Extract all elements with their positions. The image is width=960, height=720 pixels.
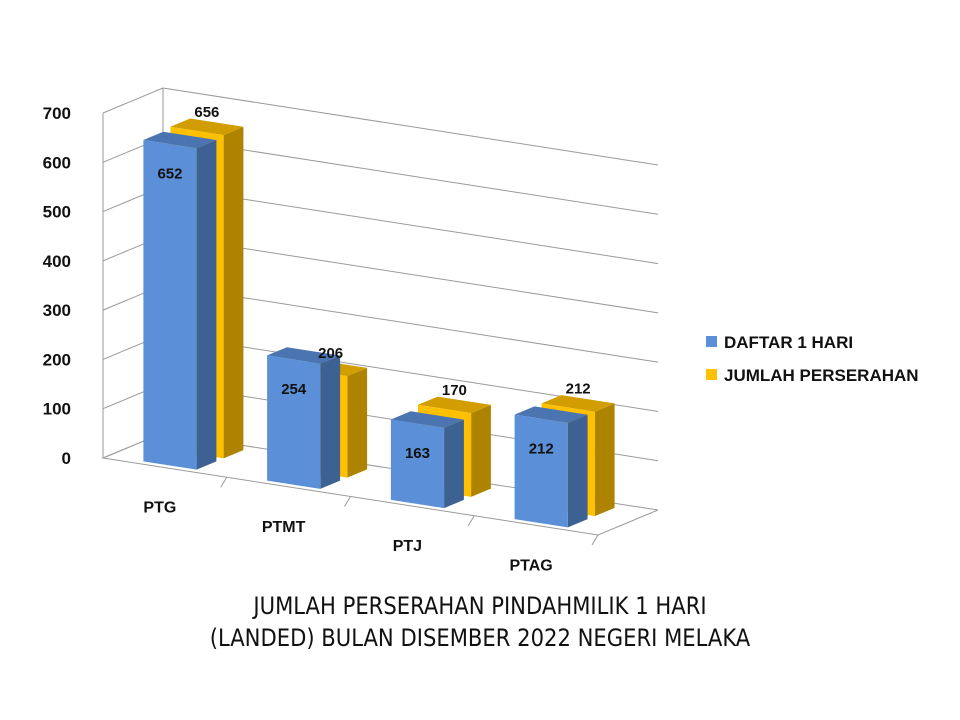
bar-front — [143, 140, 197, 470]
bar-daftar-1-hari-ptg — [143, 131, 217, 470]
gridline — [162, 136, 659, 215]
bars — [143, 118, 615, 528]
bar-top — [514, 406, 588, 423]
bar-side — [567, 414, 588, 528]
x-tick — [344, 496, 351, 507]
data-label: 206 — [318, 345, 343, 362]
legend-label: JUMLAH PERSERAHAN — [724, 366, 919, 385]
bar-front — [267, 355, 321, 489]
data-label: 163 — [405, 445, 430, 462]
data-label: 656 — [194, 104, 219, 121]
category-label: PTG — [143, 500, 176, 517]
data-label: 212 — [566, 380, 591, 397]
x-tick — [591, 534, 599, 546]
gridline — [162, 235, 659, 314]
bar-top — [267, 347, 341, 364]
gridlines — [162, 87, 659, 511]
category-label: PTMT — [262, 519, 306, 536]
y-tick-label: 200 — [43, 350, 71, 369]
category-label: PTJ — [393, 538, 422, 555]
gridline — [162, 87, 659, 166]
bar-daftar-1-hari-ptmt — [267, 347, 341, 489]
bar-side — [320, 355, 341, 489]
bar-top — [541, 395, 615, 412]
bar-side — [223, 126, 244, 459]
y-tick-label: 0 — [62, 449, 71, 468]
bar-daftar-1-hari-ptag — [514, 406, 588, 528]
data-label: 170 — [442, 382, 467, 399]
y-tick-label: 100 — [43, 400, 71, 419]
legend: DAFTAR 1 HARI JUMLAH PERSERAHAN — [706, 333, 919, 385]
y-tick-label: 300 — [43, 301, 71, 320]
y-tick-diagonal — [102, 87, 164, 114]
bar-front — [390, 419, 445, 509]
bar-front — [514, 414, 568, 528]
y-tick-label: 400 — [43, 252, 71, 271]
data-label: 652 — [157, 166, 182, 183]
bar-side — [594, 403, 615, 517]
gridline — [162, 284, 659, 363]
legend-swatch — [706, 336, 717, 347]
legend-label: DAFTAR 1 HARI — [724, 333, 853, 352]
bar-side — [444, 419, 464, 509]
chart-title-line-1: JUMLAH PERSERAHAN PINDAHMILIK 1 HARI — [253, 592, 707, 620]
data-label: 212 — [529, 440, 554, 457]
y-tick-label: 600 — [43, 153, 71, 172]
gridline — [162, 186, 659, 265]
bar-side — [347, 367, 368, 478]
bar-side — [196, 140, 217, 470]
x-tick — [467, 515, 475, 527]
y-tick-label: 500 — [43, 203, 71, 222]
bar-top — [417, 396, 491, 414]
y-tick-label: 700 — [43, 104, 71, 123]
legend-swatch — [706, 369, 717, 380]
data-label: 254 — [281, 381, 307, 398]
bar-top — [143, 131, 217, 149]
category-label: PTAG — [509, 557, 552, 574]
x-tick — [220, 476, 228, 488]
chart-title-line-2: (LANDED) BULAN DISEMBER 2022 NEGERI MELA… — [209, 624, 751, 652]
bar-side — [471, 404, 491, 497]
bar-top — [170, 118, 244, 136]
chart-title: JUMLAH PERSERAHAN PINDAHMILIK 1 HARI (LA… — [58, 590, 903, 654]
bar-daftar-1-hari-ptj — [390, 411, 464, 509]
bar-top — [390, 411, 464, 428]
